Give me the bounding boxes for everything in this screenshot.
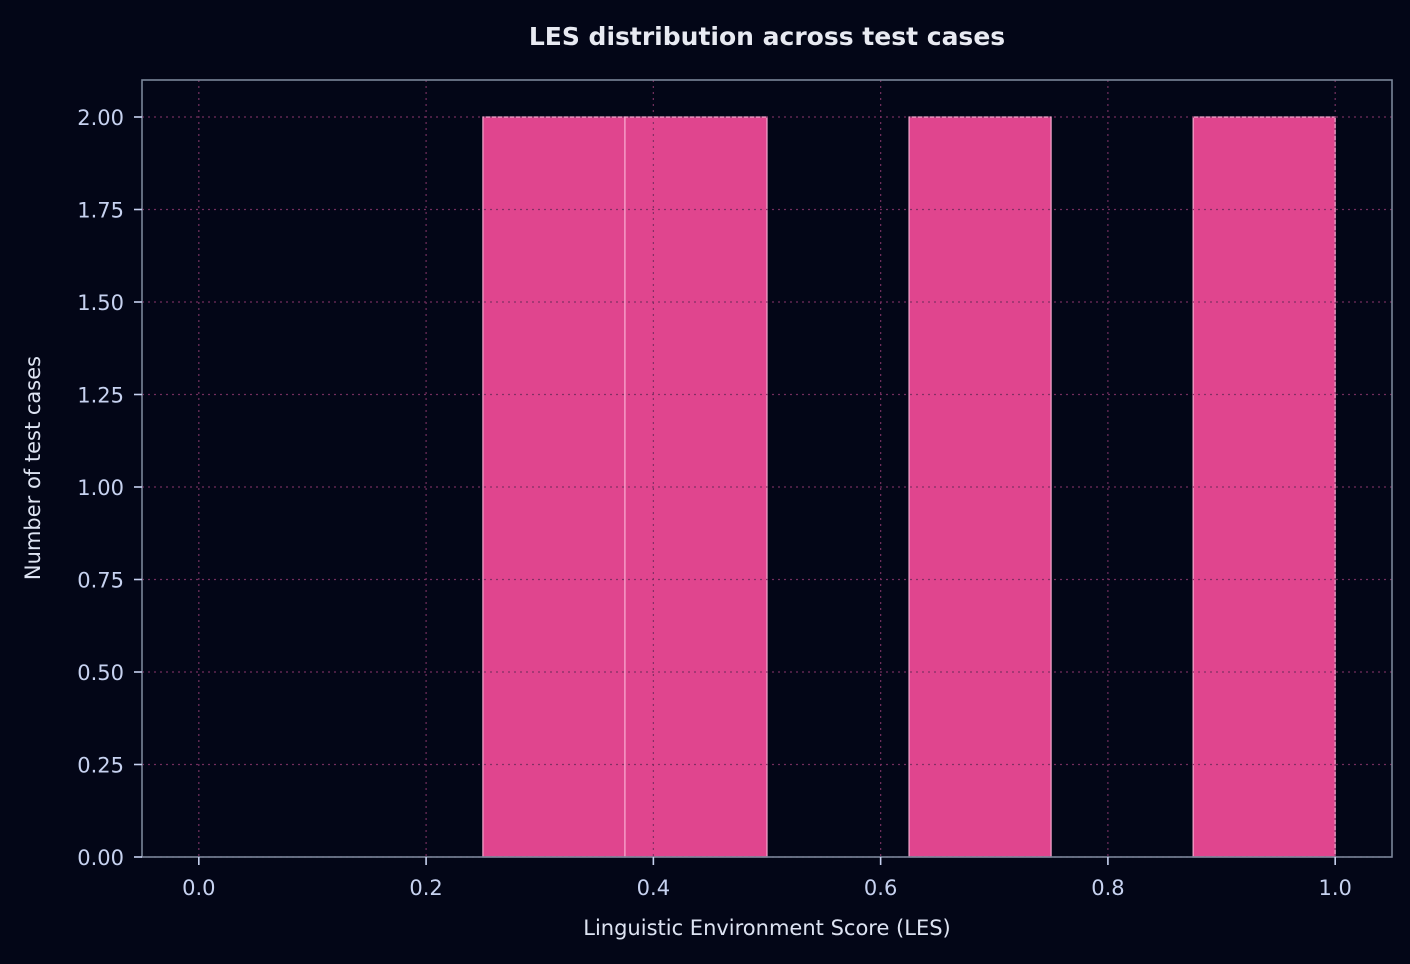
axes-spines xyxy=(141,79,1393,858)
y-tick-label: 0.00 xyxy=(77,846,124,870)
y-tick-label: 1.75 xyxy=(77,199,124,223)
y-tick-label: 1.50 xyxy=(77,291,124,315)
y-tick-label: 1.00 xyxy=(77,476,124,500)
x-axis-ticks: 0.0 0.2 0.4 0.6 0.8 1.0 xyxy=(182,857,1352,900)
y-tick-label: 0.25 xyxy=(77,754,124,778)
y-axis-label: Number of test cases xyxy=(21,356,45,580)
x-tick-label: 0.0 xyxy=(182,876,215,900)
x-axis-label: Linguistic Environment Score (LES) xyxy=(583,916,951,940)
x-tick-label: 0.2 xyxy=(409,876,442,900)
y-tick-label: 1.25 xyxy=(77,384,124,408)
histogram-bar xyxy=(482,116,626,858)
y-tick-label: 0.75 xyxy=(77,569,124,593)
histogram-bars xyxy=(142,80,1392,858)
histogram-bar xyxy=(908,116,1052,858)
y-tick-label: 0.50 xyxy=(77,661,124,685)
x-tick-label: 1.0 xyxy=(1318,876,1351,900)
chart-title: LES distribution across test cases xyxy=(529,22,1005,51)
y-axis-ticks: 0.00 0.25 0.50 0.75 1.00 1.25 1.50 1.75 2.00 xyxy=(77,106,142,870)
x-tick-label: 0.8 xyxy=(1091,876,1124,900)
x-tick-label: 0.6 xyxy=(864,876,897,900)
plot-frame xyxy=(141,79,1393,858)
y-tick-label: 2.00 xyxy=(77,106,124,130)
x-tick-label: 0.4 xyxy=(637,876,670,900)
